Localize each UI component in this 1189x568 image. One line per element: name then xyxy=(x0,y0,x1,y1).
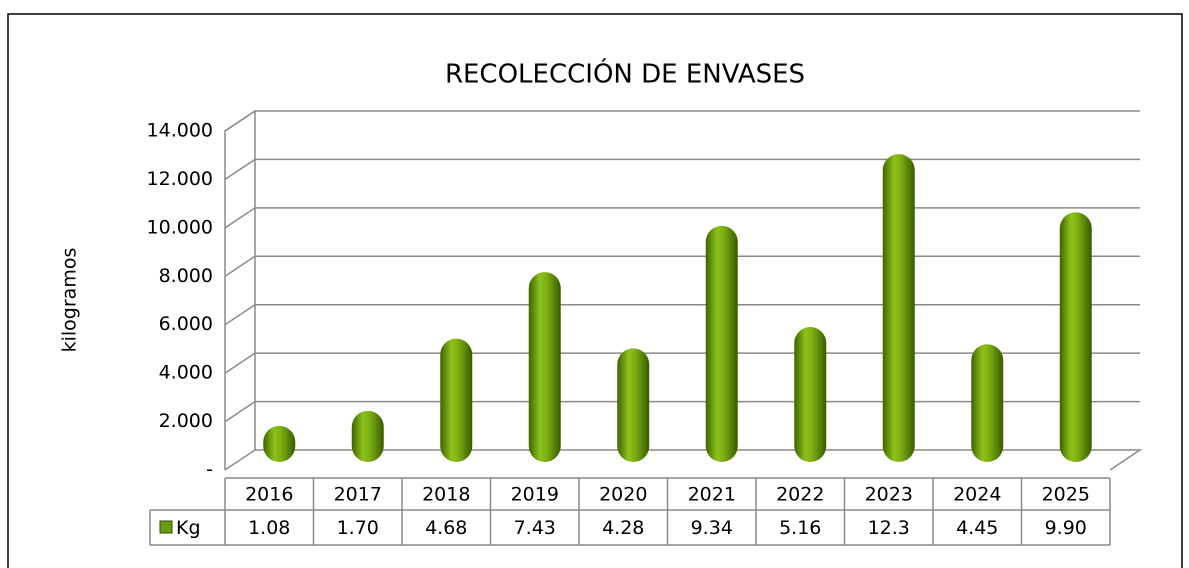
y-tick-label: 2.000 xyxy=(159,410,213,432)
grid-line xyxy=(224,207,1140,229)
data-label: 9.34 xyxy=(691,517,733,539)
grid-line xyxy=(224,449,1143,471)
x-tick-label: 2024 xyxy=(953,484,1001,506)
grid-line xyxy=(224,400,1140,423)
x-tick-label: 2020 xyxy=(599,484,647,506)
data-label: 7.43 xyxy=(514,517,556,539)
chart-title: RECOLECCIÓN DE ENVASES xyxy=(445,58,805,90)
y-tick-label: 12.000 xyxy=(147,168,213,190)
grid-line xyxy=(224,110,1140,132)
legend-label: Kg xyxy=(176,517,201,539)
bar xyxy=(263,425,296,462)
bar xyxy=(794,327,827,462)
x-tick-label: 2016 xyxy=(245,484,293,506)
data-label: 4.28 xyxy=(602,517,644,539)
data-label: 1.70 xyxy=(337,517,379,539)
y-axis-label: kilogramos xyxy=(59,248,81,353)
y-tick-label: - xyxy=(206,459,213,481)
y-tick-label: 8.000 xyxy=(159,265,213,287)
y-tick-label: 10.000 xyxy=(147,216,213,238)
x-tick-label: 2019 xyxy=(511,484,559,506)
bar xyxy=(528,272,561,462)
x-tick-label: 2021 xyxy=(688,484,736,506)
bar xyxy=(351,410,384,462)
x-tick-label: 2022 xyxy=(776,484,824,506)
bar xyxy=(971,344,1004,462)
bar xyxy=(882,154,915,462)
legend-swatch xyxy=(159,520,173,534)
x-tick-label: 2025 xyxy=(1042,484,1090,506)
data-label: 4.68 xyxy=(425,517,467,539)
table-grid xyxy=(149,477,1111,546)
bar xyxy=(617,348,650,462)
x-tick-label: 2017 xyxy=(334,484,382,506)
data-label: 1.08 xyxy=(248,517,290,539)
y-tick-label: 6.000 xyxy=(159,313,213,335)
data-label: 9.90 xyxy=(1045,517,1087,539)
data-label: 5.16 xyxy=(779,517,821,539)
data-label: 4.45 xyxy=(956,517,998,539)
x-tick-label: 2018 xyxy=(422,484,470,506)
grid-line xyxy=(224,255,1140,277)
grid-line xyxy=(224,303,1140,326)
y-tick-label: 14.000 xyxy=(147,120,213,142)
frame xyxy=(7,13,1183,568)
grid-line xyxy=(224,352,1140,374)
axis-wall xyxy=(224,109,256,470)
bar xyxy=(705,225,738,462)
x-tick-label: 2023 xyxy=(865,484,913,506)
data-label: 12.3 xyxy=(868,517,910,539)
bar xyxy=(440,338,473,462)
grid-line xyxy=(224,158,1140,181)
bar xyxy=(1059,212,1092,462)
y-tick-label: 4.000 xyxy=(159,362,213,384)
